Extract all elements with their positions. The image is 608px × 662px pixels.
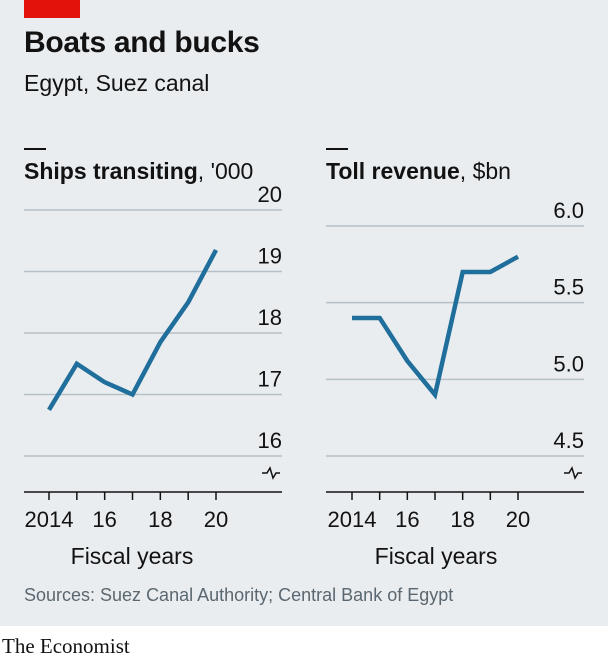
charts-svg: 16 17 18 19 20 2014 16 18 20 Fiscal years 4.5 5.0 5.… [24, 182, 584, 569]
source-note: Sources: Suez Canal Authority; Central B… [24, 585, 454, 605]
series-line [47, 248, 218, 412]
x-tick-label: 16 [92, 507, 116, 532]
right-panel-title-text: Toll revenue [326, 158, 460, 184]
brand-tag [24, 0, 80, 18]
x-tick-label: 18 [450, 507, 474, 532]
x-tick-label: 20 [204, 507, 228, 532]
y-tick-label: 18 [258, 305, 282, 330]
y-tick-label: 19 [258, 244, 282, 269]
y-tick-label: 5.5 [553, 275, 584, 300]
y-tick-label: 6.0 [553, 198, 584, 223]
left-panel-title-text: Ships transiting [24, 158, 198, 184]
x-tick-label: 2014 [25, 507, 74, 532]
left-subtitle-mark [24, 148, 46, 150]
axis-break-icon [564, 466, 582, 480]
x-tick-label: 18 [148, 507, 172, 532]
x-axis-label: Fiscal years [71, 543, 194, 569]
y-tick-label: 20 [258, 182, 282, 207]
chart-title: Boats and bucks [24, 26, 260, 59]
publisher-footer: The Economist [2, 634, 130, 658]
y-tick-label: 4.5 [553, 428, 584, 453]
series-line [352, 254, 520, 400]
chart-panel [0, 0, 608, 626]
x-tick-label: 16 [395, 507, 419, 532]
left-panel-title: Ships transiting, '000 [24, 158, 254, 184]
x-axis-label: Fiscal years [375, 543, 498, 569]
right-panel-title: Toll revenue, $bn [326, 158, 511, 184]
x-tick-label: 20 [506, 507, 530, 532]
chart-subtitle: Egypt, Suez canal [24, 70, 210, 96]
y-tick-label: 5.0 [553, 351, 584, 376]
left-panel-unit: '000 [210, 158, 254, 184]
right-subtitle-mark [326, 148, 348, 150]
x-tick-label: 2014 [328, 507, 377, 532]
right-panel-unit: $bn [472, 158, 511, 184]
y-tick-label: 17 [258, 367, 282, 392]
y-tick-label: 16 [258, 428, 282, 453]
axis-break-icon [262, 466, 280, 480]
